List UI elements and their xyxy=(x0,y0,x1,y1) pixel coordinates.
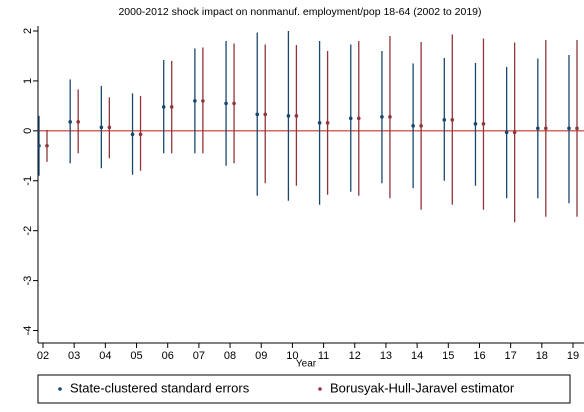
y-tick-label: 2 xyxy=(22,28,34,34)
point xyxy=(388,115,392,119)
point xyxy=(419,124,423,128)
point xyxy=(68,120,72,124)
point xyxy=(193,99,197,103)
x-tick-label: 09 xyxy=(255,350,267,362)
x-tick-label: 10 xyxy=(286,350,298,362)
point xyxy=(255,112,260,117)
x-tick-label: 17 xyxy=(505,350,517,362)
x-tick-label: 03 xyxy=(68,350,80,362)
point xyxy=(473,122,478,126)
x-tick-label: 19 xyxy=(567,350,579,362)
point xyxy=(575,126,579,131)
point xyxy=(504,130,509,135)
point xyxy=(99,125,104,130)
x-tick-label: 02 xyxy=(37,350,49,362)
legend-label: Borusyak-Hull-Jaravel estimator xyxy=(330,380,515,395)
point xyxy=(380,115,384,119)
point xyxy=(45,144,49,148)
point xyxy=(567,126,571,131)
x-tick-label: 15 xyxy=(442,350,454,362)
x-tick-label: 06 xyxy=(162,350,174,362)
point xyxy=(512,130,517,135)
chart-title: 2000-2012 shock impact on nonmanuf. empl… xyxy=(118,6,481,18)
point xyxy=(450,118,455,122)
point xyxy=(107,125,112,130)
y-tick-label: 0 xyxy=(22,128,34,134)
point xyxy=(317,121,322,125)
y-tick-label: -1 xyxy=(22,176,34,186)
point xyxy=(263,112,268,117)
point xyxy=(356,116,361,121)
y-tick-label: 1 xyxy=(22,78,34,84)
x-tick-label: 05 xyxy=(130,350,142,362)
point xyxy=(442,118,447,122)
legend-marker xyxy=(318,387,322,391)
x-tick-label: 12 xyxy=(349,350,361,362)
point xyxy=(224,101,228,106)
point xyxy=(232,101,236,106)
legend-box xyxy=(37,374,571,404)
point xyxy=(169,105,174,109)
point xyxy=(76,120,80,124)
point xyxy=(536,126,540,131)
point xyxy=(286,114,291,118)
point xyxy=(325,121,330,125)
x-axis-label: Year xyxy=(296,359,317,370)
y-tick-label: -4 xyxy=(22,326,34,336)
point xyxy=(411,124,415,128)
point xyxy=(348,116,353,121)
y-tick-label: -3 xyxy=(22,276,34,286)
point xyxy=(37,144,41,148)
x-tick-label: 07 xyxy=(193,350,205,362)
point xyxy=(161,105,166,109)
point xyxy=(201,99,205,103)
legend-marker xyxy=(58,387,62,391)
x-tick-label: 18 xyxy=(536,350,548,362)
point xyxy=(138,132,143,137)
point xyxy=(544,126,548,131)
legend-label: State-clustered standard errors xyxy=(70,380,250,395)
point xyxy=(294,114,299,118)
x-tick-label: 04 xyxy=(99,350,111,362)
point xyxy=(481,122,486,126)
x-tick-label: 08 xyxy=(224,350,236,362)
point xyxy=(130,132,135,137)
x-tick-label: 16 xyxy=(473,350,485,362)
x-tick-label: 14 xyxy=(411,350,423,362)
x-tick-label: 13 xyxy=(380,350,392,362)
x-tick-label: 11 xyxy=(318,350,329,362)
y-tick-label: -2 xyxy=(22,226,34,236)
